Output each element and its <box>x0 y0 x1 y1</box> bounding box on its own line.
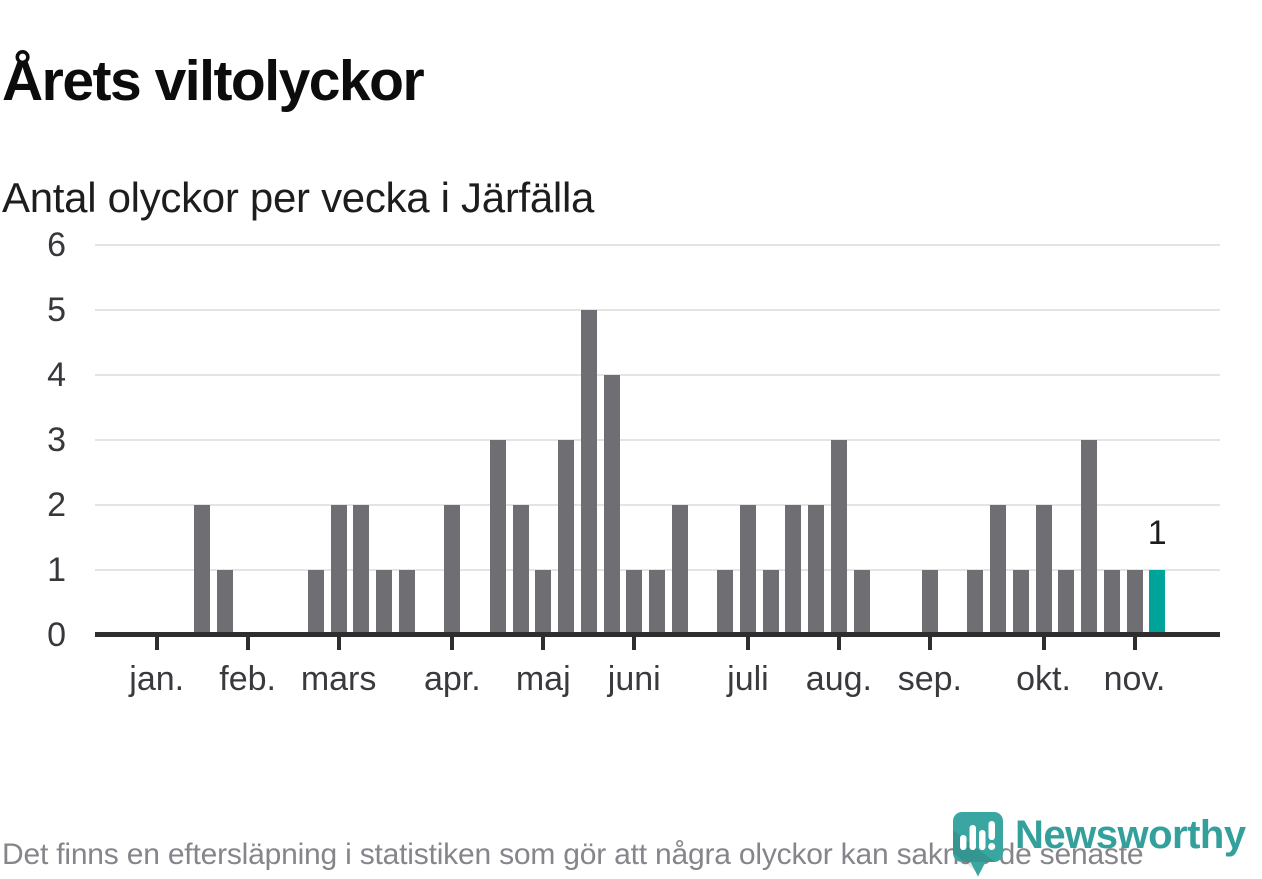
bar-week-39 <box>1012 570 1029 635</box>
gridline-y5 <box>95 309 1220 311</box>
x-axis-tick-feb <box>245 637 250 650</box>
bar-week-35 <box>921 570 938 635</box>
bar-week-4 <box>216 570 233 635</box>
highlight-value-label: 1 <box>1147 514 1167 552</box>
bar-week-38 <box>990 505 1007 635</box>
x-axis-label-juli: juli <box>727 660 769 698</box>
x-axis-tick-sep <box>927 637 932 650</box>
x-axis-label-nov: nov. <box>1103 660 1166 698</box>
newsworthy-logo-icon <box>953 812 1003 877</box>
bar-week-40 <box>1035 505 1052 635</box>
x-axis-label-jan: jan. <box>129 660 185 698</box>
x-axis-tick-juni <box>632 637 637 650</box>
x-axis-label-apr: apr. <box>423 660 481 698</box>
x-axis-label-aug: aug. <box>805 660 872 698</box>
y-axis-label-0: 0 <box>47 616 66 654</box>
x-axis-tick-maj <box>541 637 546 650</box>
bar-week-41 <box>1058 570 1075 635</box>
x-axis-line <box>95 632 1220 637</box>
gridline-y3 <box>95 439 1220 441</box>
gridline-y6 <box>95 244 1220 246</box>
bar-week-17 <box>512 505 529 635</box>
bar-week-11 <box>376 570 393 635</box>
bar-week-37 <box>967 570 984 635</box>
newsworthy-logo[interactable]: Newsworthy <box>953 812 1246 879</box>
gridline-y4 <box>95 374 1220 376</box>
x-axis-label-maj: maj <box>515 660 571 698</box>
bar-week-43 <box>1103 570 1120 635</box>
bar-week-21 <box>603 375 620 635</box>
gridline-y2 <box>95 504 1220 506</box>
bar-week-30 <box>808 505 825 635</box>
bar-week-32 <box>853 570 870 635</box>
x-axis-label-juni: juni <box>607 660 661 698</box>
bar-week-16 <box>489 440 506 635</box>
x-axis-tick-nov <box>1132 637 1137 650</box>
bar-week-44 <box>1126 570 1143 635</box>
x-axis-tick-jan <box>154 637 159 650</box>
bar-week-28 <box>762 570 779 635</box>
x-axis-tick-juli <box>745 637 750 650</box>
chart-subtitle: Antal olyckor per vecka i Järfälla <box>2 173 595 221</box>
y-axis-label-1: 1 <box>47 551 66 589</box>
bar-week-23 <box>648 570 665 635</box>
x-axis-label-okt: okt. <box>1016 660 1071 698</box>
bar-week-45 <box>1149 570 1166 635</box>
bar-week-10 <box>353 505 370 635</box>
bar-week-8 <box>307 570 324 635</box>
bar-week-14 <box>444 505 461 635</box>
chart-title: Årets viltolyckor <box>2 49 425 114</box>
x-axis-label-mars: mars <box>300 660 377 698</box>
bar-week-31 <box>830 440 847 635</box>
bar-week-20 <box>580 310 597 635</box>
bar-week-18 <box>535 570 552 635</box>
y-axis-label-6: 6 <box>47 226 66 264</box>
bar-week-9 <box>330 505 347 635</box>
x-axis-label-sep: sep. <box>897 660 962 698</box>
bar-week-24 <box>671 505 688 635</box>
y-axis-label-2: 2 <box>47 486 66 524</box>
newsworthy-logo-text: Newsworthy <box>1015 813 1246 857</box>
x-axis-tick-mars <box>336 637 341 650</box>
bar-week-26 <box>717 570 734 635</box>
x-axis-tick-okt <box>1041 637 1046 650</box>
y-axis-label-3: 3 <box>47 421 66 459</box>
x-axis-tick-aug <box>836 637 841 650</box>
bar-week-19 <box>558 440 575 635</box>
x-axis-tick-apr <box>450 637 455 650</box>
bar-week-22 <box>626 570 643 635</box>
bar-week-3 <box>194 505 211 635</box>
bar-week-42 <box>1081 440 1098 635</box>
bar-week-27 <box>739 505 756 635</box>
bar-week-29 <box>785 505 802 635</box>
y-axis-label-5: 5 <box>47 291 66 329</box>
x-axis-label-feb: feb. <box>219 660 277 698</box>
bar-week-12 <box>398 570 415 635</box>
y-axis-label-4: 4 <box>47 356 66 394</box>
